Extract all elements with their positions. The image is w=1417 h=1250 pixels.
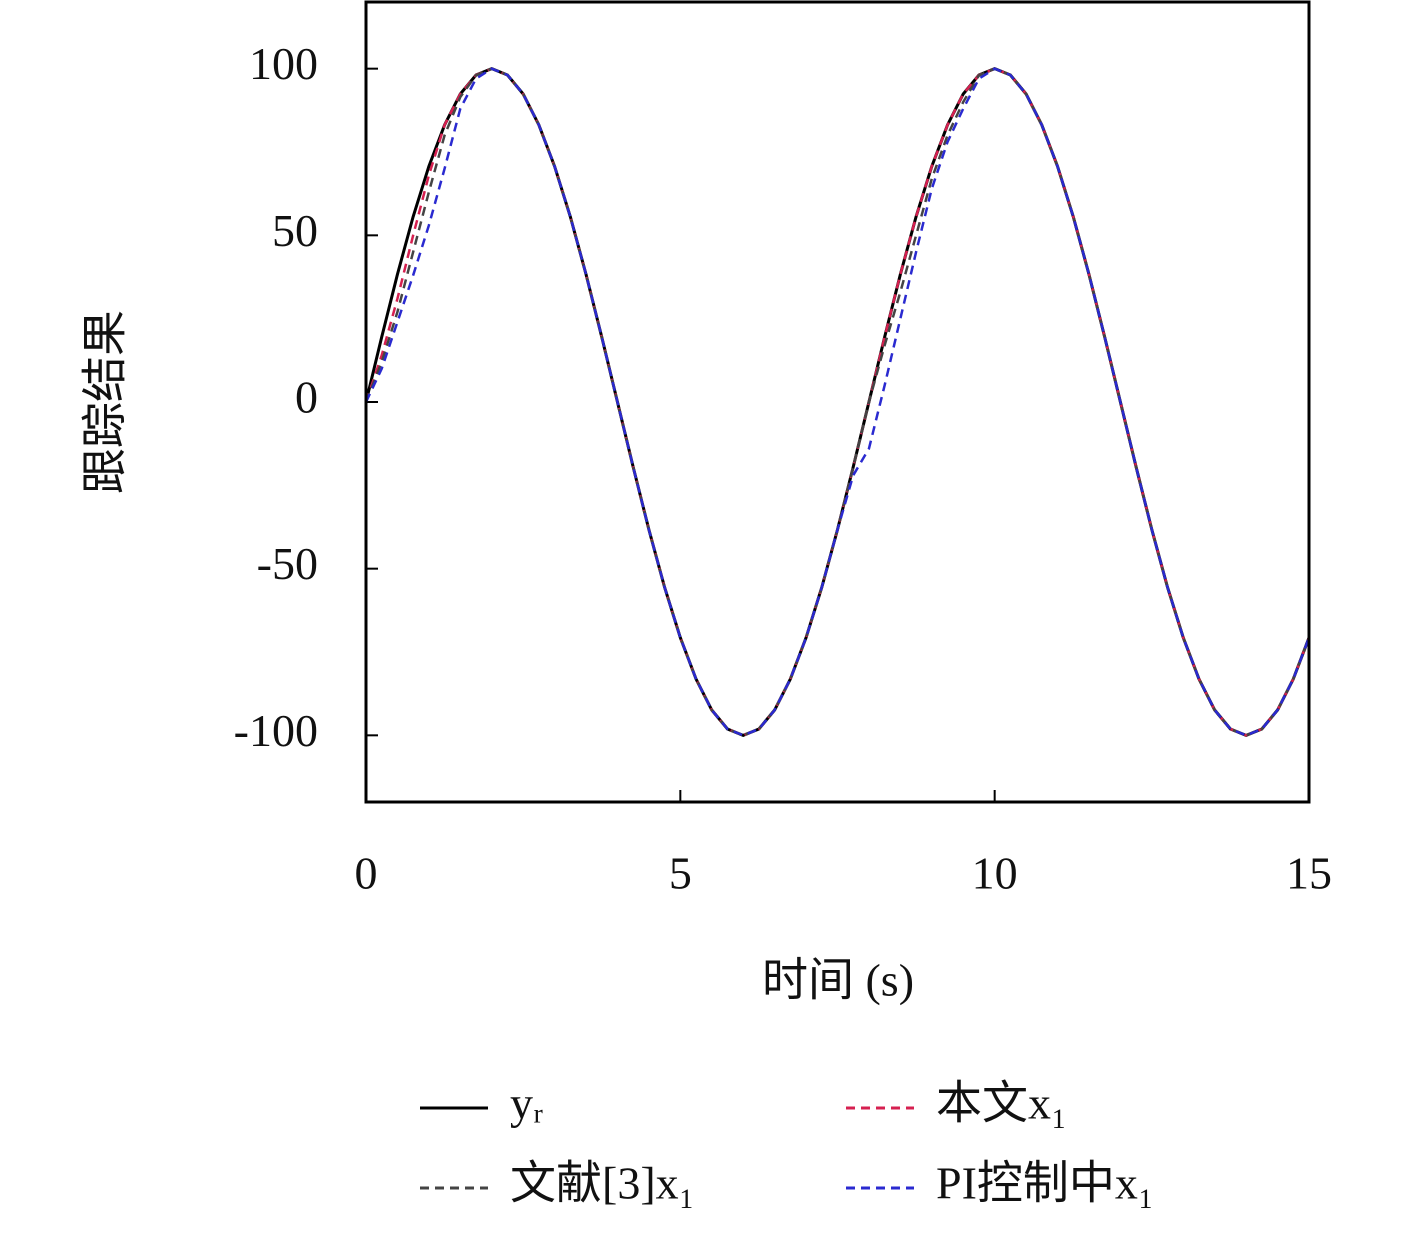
legend-label: yᵣ — [510, 1078, 544, 1129]
series-line — [364, 67, 1311, 737]
y-tick-label: -100 — [234, 705, 318, 756]
x-tick-label: 10 — [972, 848, 1018, 899]
x-tick-label: 15 — [1286, 848, 1332, 899]
y-axis-label: 跟踪结果 — [80, 310, 131, 494]
legend-label: 文献[3]x₁ — [510, 1158, 695, 1209]
x-tick-label: 0 — [355, 848, 378, 899]
plot-frame — [364, 0, 1311, 804]
x-tick-label: 5 — [669, 848, 692, 899]
y-tick-label: 100 — [249, 38, 318, 89]
y-tick-label: 0 — [295, 372, 318, 423]
y-tick-label: -50 — [257, 538, 318, 589]
series-line — [364, 67, 1311, 737]
y-tick-label: 50 — [272, 205, 318, 256]
series-line — [364, 67, 1311, 737]
series-line — [364, 67, 1311, 737]
x-axis-label: 时间 (s) — [762, 955, 914, 1006]
legend-label: 本文x₁ — [936, 1078, 1067, 1129]
legend-label: PI控制中x₁ — [936, 1158, 1154, 1209]
